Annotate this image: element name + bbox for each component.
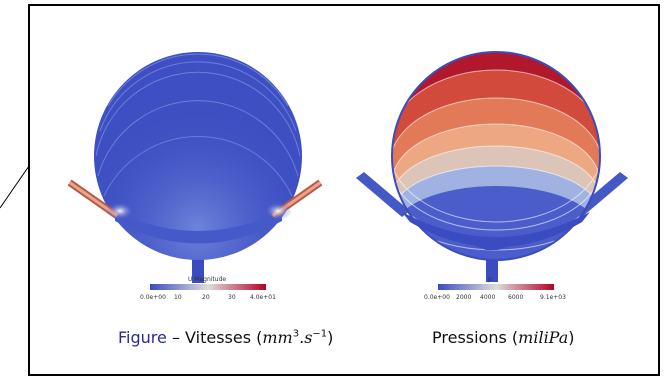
velocity-caption: Figure – Vitesses (mm3.s−1): [118, 328, 333, 347]
pressure-tick: 9.1e+03: [540, 294, 566, 301]
velocity-tick: 0.0e+00: [140, 294, 166, 301]
pressure-tick: 4000: [480, 294, 496, 301]
velocity-colorbar-title: U Magnitude: [188, 276, 227, 283]
pressure-colorbar: [438, 282, 554, 292]
velocity-colorbar-labels: U Magnitude 0.0e+00 10 20 30 4.0e+01: [140, 276, 280, 302]
caption-exponent: 3: [292, 328, 300, 340]
caption-unit-s: s: [304, 328, 313, 347]
caption-close: ): [327, 328, 334, 347]
caption-close: ): [568, 328, 575, 347]
caption-dash: –: [166, 328, 186, 347]
pressure-tick: 6000: [508, 294, 524, 301]
velocity-tick: 20: [202, 294, 210, 301]
velocity-tick: 10: [174, 294, 182, 301]
velocity-tick: 30: [228, 294, 236, 301]
pressure-plot: [352, 36, 632, 286]
pressure-colorbar-labels: p 0.0e+00 2000 4000 6000 9.1e+03: [424, 276, 574, 302]
pressure-tick: 0.0e+00: [424, 294, 450, 301]
caption-dot: .: [299, 328, 305, 347]
caption-unit: miliPa: [518, 328, 569, 347]
caption-text: Vitesses (: [185, 328, 263, 347]
pressure-tick: 2000: [456, 294, 472, 301]
velocity-tick: 4.0e+01: [250, 294, 276, 301]
caption-text: Pressions (: [432, 328, 519, 347]
velocity-colorbar: [150, 282, 266, 292]
caption-unit: mm: [262, 328, 293, 347]
caption-exponent-2: −1: [312, 328, 328, 340]
pressure-colorbar-title: p: [488, 276, 492, 283]
velocity-plot: [60, 36, 330, 286]
figure-label: Figure: [118, 328, 167, 347]
pressure-caption: Pressions (miliPa): [432, 328, 575, 347]
